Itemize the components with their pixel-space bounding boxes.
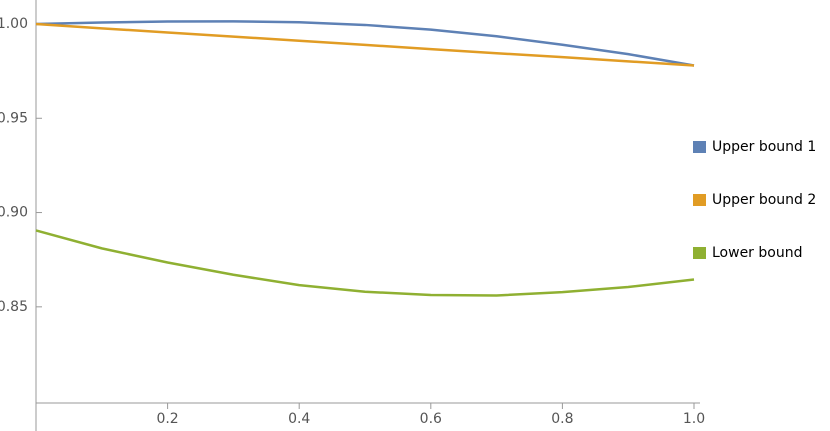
- legend-swatch: [693, 141, 706, 153]
- legend-swatch: [693, 194, 706, 206]
- series-line: [35, 20, 695, 67]
- y-tick-label: 0.85: [0, 299, 28, 315]
- y-tick-label: 0.90: [0, 205, 28, 221]
- legend: Upper bound 1 Upper bound 2 Lower bound: [693, 139, 816, 261]
- y-tick-label: 1.00: [0, 16, 28, 32]
- x-tick-label: 0.6: [420, 411, 442, 427]
- x-tick-label: 0.2: [156, 411, 178, 427]
- legend-label: Upper bound 1: [712, 139, 816, 155]
- series-line: [35, 22, 695, 67]
- legend-label: Upper bound 2: [712, 192, 816, 208]
- legend-swatch: [693, 247, 706, 259]
- x-tick-label: 0.4: [288, 411, 310, 427]
- x-tick-label: 1.0: [683, 411, 705, 427]
- series-line: [35, 229, 695, 297]
- y-tick-label: 0.95: [0, 110, 28, 126]
- x-tick-label: 0.8: [551, 411, 573, 427]
- legend-label: Lower bound: [712, 245, 802, 261]
